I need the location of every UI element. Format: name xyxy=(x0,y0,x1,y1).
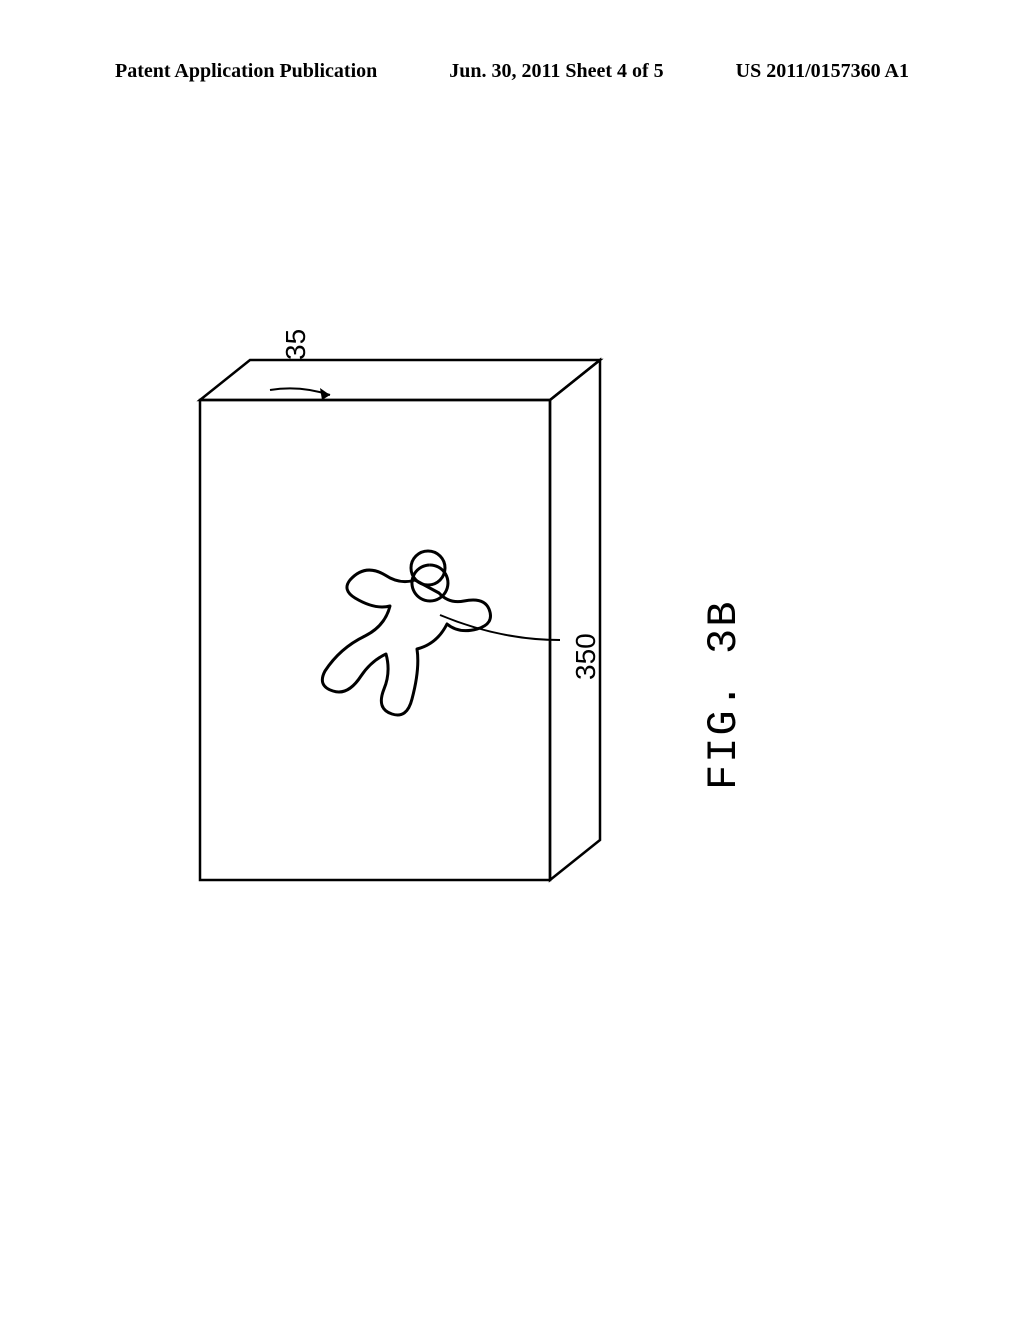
fallen-person-outline xyxy=(322,565,490,715)
figure-3b-svg xyxy=(0,0,1024,1320)
box-side-face xyxy=(550,360,600,880)
box-top-face xyxy=(200,360,600,400)
leadline-350 xyxy=(440,615,560,640)
box-front-face xyxy=(200,400,550,880)
arrow-35-head xyxy=(320,388,330,400)
fallen-person-icon xyxy=(322,551,490,715)
patent-page: Patent Application Publication Jun. 30, … xyxy=(0,0,1024,1320)
